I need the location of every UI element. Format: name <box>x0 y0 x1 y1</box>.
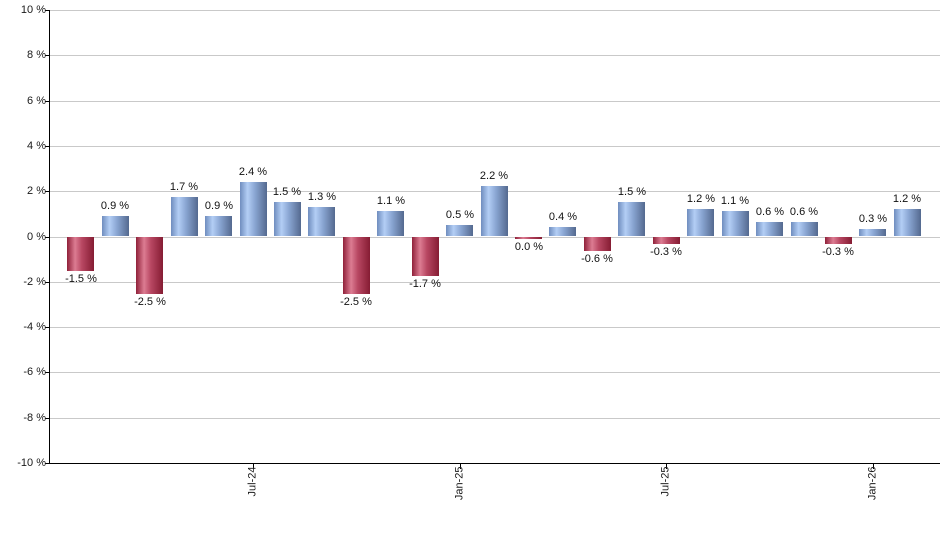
y-axis-label: 10 % <box>20 4 46 16</box>
bar-value-label: 1.7 % <box>169 181 199 193</box>
bar-value-label: -0.3 % <box>650 246 682 258</box>
y-axis-label: 0 % <box>27 231 46 243</box>
bar-negative <box>515 237 542 239</box>
y-axis-label: -10 % <box>17 457 46 469</box>
bar-positive <box>549 227 576 236</box>
x-axis-tick <box>873 464 874 469</box>
bar-value-label: -1.7 % <box>409 278 441 290</box>
y-axis-label: 4 % <box>27 140 46 152</box>
gridline--2pct <box>50 282 940 283</box>
gridline-8pct <box>50 55 940 56</box>
x-axis-tick <box>253 464 254 469</box>
gridline-0pct <box>50 237 940 238</box>
bar-value-label: -1.5 % <box>65 273 97 285</box>
y-axis-tick <box>45 101 49 102</box>
y-axis-tick <box>45 372 49 373</box>
bar-positive <box>446 225 473 236</box>
bar-negative <box>653 237 680 244</box>
x-axis-tick <box>460 464 461 469</box>
bar-positive <box>308 207 335 236</box>
y-axis-tick <box>45 327 49 328</box>
x-axis-label: Jan-25 <box>453 466 466 501</box>
bar-value-label: 0.4 % <box>548 211 578 223</box>
bar-negative <box>67 237 94 271</box>
x-axis-tick <box>666 464 667 469</box>
bar-positive <box>481 186 508 236</box>
bar-positive <box>377 211 404 236</box>
bar-positive <box>618 202 645 236</box>
bar-value-label: -2.5 % <box>340 296 372 308</box>
bar-value-label: 1.1 % <box>376 195 406 207</box>
gridline--6pct <box>50 372 940 373</box>
x-axis-label: Jul-25 <box>659 466 672 497</box>
x-axis-label: Jan-26 <box>866 466 879 501</box>
bar-value-label: 0.9 % <box>204 200 234 212</box>
bar-value-label: -2.5 % <box>134 296 166 308</box>
y-axis-line <box>49 10 50 463</box>
x-axis-line <box>49 463 940 464</box>
y-axis-label: 2 % <box>27 185 46 197</box>
bar-positive <box>687 209 714 236</box>
y-axis-label: 8 % <box>27 49 46 61</box>
gridline--4pct <box>50 327 940 328</box>
bar-positive <box>102 216 129 236</box>
bar-value-label: 0.3 % <box>858 213 888 225</box>
y-axis-label: -4 % <box>23 321 46 333</box>
gridline-10pct <box>50 10 940 11</box>
bar-negative <box>136 237 163 294</box>
gridline-6pct <box>50 101 940 102</box>
bar-value-label: 1.5 % <box>617 186 647 198</box>
y-axis-tick <box>45 55 49 56</box>
bar-positive <box>240 182 267 236</box>
y-axis-label: -8 % <box>23 412 46 424</box>
y-axis-tick <box>45 10 49 11</box>
x-axis-label: Jul-24 <box>246 466 259 497</box>
bar-negative <box>343 237 370 294</box>
bar-value-label: 2.4 % <box>238 166 268 178</box>
bar-value-label: 1.1 % <box>720 195 750 207</box>
y-axis-label: 6 % <box>27 95 46 107</box>
y-axis-tick <box>45 237 49 238</box>
bar-positive <box>205 216 232 236</box>
y-axis-tick <box>45 463 49 464</box>
bar-positive <box>894 209 921 236</box>
bar-positive <box>756 222 783 236</box>
bar-positive <box>859 229 886 236</box>
bar-value-label: 1.2 % <box>686 193 716 205</box>
bar-value-label: 0.0 % <box>514 241 544 253</box>
bar-value-label: 1.3 % <box>307 191 337 203</box>
y-axis-tick <box>45 418 49 419</box>
bar-value-label: 0.5 % <box>445 209 475 221</box>
gridline-4pct <box>50 146 940 147</box>
bar-value-label: 0.6 % <box>755 206 785 218</box>
bar-value-label: 0.6 % <box>789 206 819 218</box>
bar-negative <box>825 237 852 244</box>
bar-positive <box>722 211 749 236</box>
bar-positive <box>274 202 301 236</box>
bar-positive <box>171 197 198 236</box>
bar-negative <box>584 237 611 251</box>
bar-value-label: 1.5 % <box>272 186 302 198</box>
bar-value-label: 2.2 % <box>479 170 509 182</box>
y-axis-label: -6 % <box>23 366 46 378</box>
bar-negative <box>412 237 439 276</box>
y-axis-tick <box>45 191 49 192</box>
bar-value-label: -0.3 % <box>822 246 854 258</box>
y-axis-label: -2 % <box>23 276 46 288</box>
bar-positive <box>791 222 818 236</box>
gridline--8pct <box>50 418 940 419</box>
y-axis-tick <box>45 282 49 283</box>
bar-value-label: 0.9 % <box>100 200 130 212</box>
bar-value-label: 1.2 % <box>892 193 922 205</box>
y-axis-tick <box>45 146 49 147</box>
bar-value-label: -0.6 % <box>581 253 613 265</box>
